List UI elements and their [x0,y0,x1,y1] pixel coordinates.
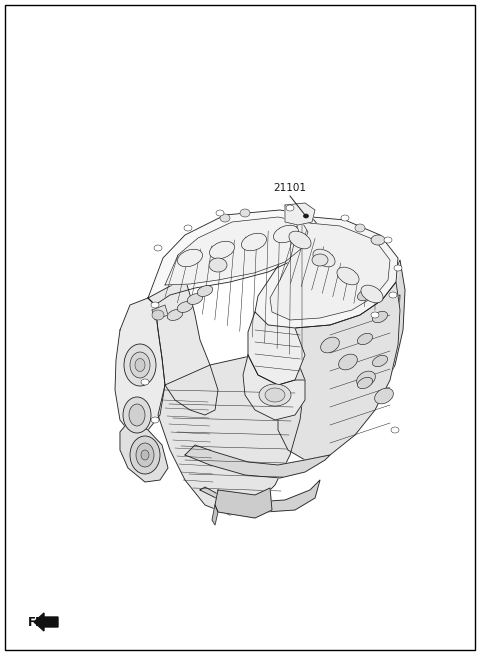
Ellipse shape [355,224,365,232]
Ellipse shape [135,358,145,371]
Polygon shape [355,260,405,435]
Ellipse shape [151,417,159,423]
Ellipse shape [154,245,162,251]
Text: FR.: FR. [28,616,50,629]
Ellipse shape [286,205,294,211]
Ellipse shape [216,210,224,216]
Polygon shape [285,203,315,225]
Ellipse shape [371,235,385,245]
Ellipse shape [130,436,160,474]
Ellipse shape [303,214,309,218]
Ellipse shape [240,209,250,217]
Ellipse shape [375,388,393,404]
Polygon shape [270,222,390,320]
Ellipse shape [337,267,359,285]
Ellipse shape [151,302,159,308]
Ellipse shape [141,379,149,385]
Ellipse shape [321,337,339,353]
Polygon shape [255,215,398,328]
Ellipse shape [197,286,213,297]
Ellipse shape [168,310,183,320]
Ellipse shape [372,311,387,323]
Polygon shape [148,210,318,305]
Polygon shape [152,305,168,320]
Polygon shape [278,282,400,460]
Polygon shape [215,488,272,518]
Polygon shape [158,355,305,515]
Ellipse shape [358,333,372,345]
Polygon shape [148,278,218,415]
Ellipse shape [312,254,328,266]
Ellipse shape [259,384,291,406]
Ellipse shape [152,310,164,320]
Text: 21101: 21101 [274,183,307,193]
Ellipse shape [313,249,335,267]
Polygon shape [185,445,330,478]
Ellipse shape [177,301,192,312]
Ellipse shape [209,241,235,259]
Ellipse shape [361,285,383,303]
Ellipse shape [391,427,399,433]
Ellipse shape [220,214,230,222]
Ellipse shape [372,356,387,367]
Ellipse shape [184,225,192,231]
Polygon shape [34,613,58,631]
Ellipse shape [241,233,266,251]
Ellipse shape [358,377,372,388]
Ellipse shape [141,450,149,460]
Polygon shape [120,205,400,525]
Ellipse shape [394,265,402,271]
Ellipse shape [384,237,392,243]
Ellipse shape [124,344,156,386]
Ellipse shape [371,312,379,318]
Ellipse shape [130,352,150,378]
Ellipse shape [289,231,311,249]
Polygon shape [165,217,308,285]
Polygon shape [243,355,305,420]
Ellipse shape [136,443,154,467]
Polygon shape [200,480,320,512]
Ellipse shape [187,293,203,305]
Polygon shape [212,505,218,525]
Polygon shape [115,298,165,435]
Polygon shape [248,312,305,385]
Polygon shape [120,420,168,482]
Ellipse shape [341,215,349,221]
Ellipse shape [209,258,227,272]
Ellipse shape [274,225,299,243]
Ellipse shape [339,354,357,370]
Ellipse shape [389,292,397,298]
Ellipse shape [265,388,285,402]
Ellipse shape [129,404,145,426]
Ellipse shape [123,397,151,433]
Ellipse shape [358,290,372,301]
Ellipse shape [357,371,375,387]
Ellipse shape [178,250,203,267]
